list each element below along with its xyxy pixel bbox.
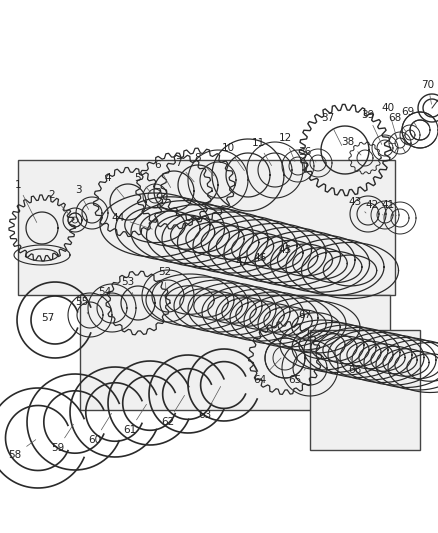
Bar [80, 295, 389, 410]
Text: 41: 41 [381, 200, 396, 216]
Text: 12: 12 [278, 133, 294, 161]
Text: 44: 44 [111, 213, 152, 229]
Text: 66: 66 [348, 358, 361, 375]
Text: 63: 63 [198, 386, 220, 420]
Text: 57: 57 [41, 313, 54, 323]
Text: 10: 10 [221, 143, 244, 171]
Text: 70: 70 [420, 80, 434, 104]
Text: 55: 55 [75, 297, 88, 314]
Text: 38: 38 [341, 137, 360, 155]
Text: 64: 64 [253, 358, 280, 385]
Text: 45: 45 [278, 245, 294, 260]
Text: 8: 8 [194, 153, 214, 176]
Text: 67: 67 [298, 310, 320, 336]
Text: 2: 2 [49, 190, 70, 216]
Text: 60: 60 [88, 414, 111, 445]
Text: 61: 61 [123, 405, 146, 435]
Text: 6: 6 [154, 160, 170, 188]
Text: 1: 1 [14, 180, 37, 222]
Text: 46: 46 [253, 253, 269, 268]
Text: 11: 11 [251, 138, 271, 166]
Text: 65: 65 [288, 368, 305, 385]
Text: 59: 59 [51, 424, 73, 453]
Text: 68: 68 [388, 113, 405, 132]
Text: 47: 47 [235, 257, 249, 272]
Text: 52: 52 [158, 267, 171, 289]
Text: 53: 53 [121, 277, 134, 300]
Text: 62: 62 [161, 395, 184, 427]
Text: 42: 42 [364, 200, 382, 215]
Text: 36: 36 [298, 147, 315, 162]
Text: 3: 3 [74, 185, 88, 209]
Text: 54: 54 [98, 287, 111, 304]
Text: 58: 58 [8, 440, 35, 460]
Bar [18, 160, 394, 295]
Text: 7: 7 [174, 158, 194, 182]
Bar [309, 330, 419, 450]
Text: 4: 4 [104, 173, 124, 198]
Text: 39: 39 [360, 110, 381, 144]
Text: 37: 37 [321, 113, 341, 146]
Text: 40: 40 [381, 103, 396, 139]
Text: 43: 43 [348, 197, 365, 213]
Text: 5: 5 [134, 173, 151, 193]
Text: 69: 69 [400, 107, 416, 127]
